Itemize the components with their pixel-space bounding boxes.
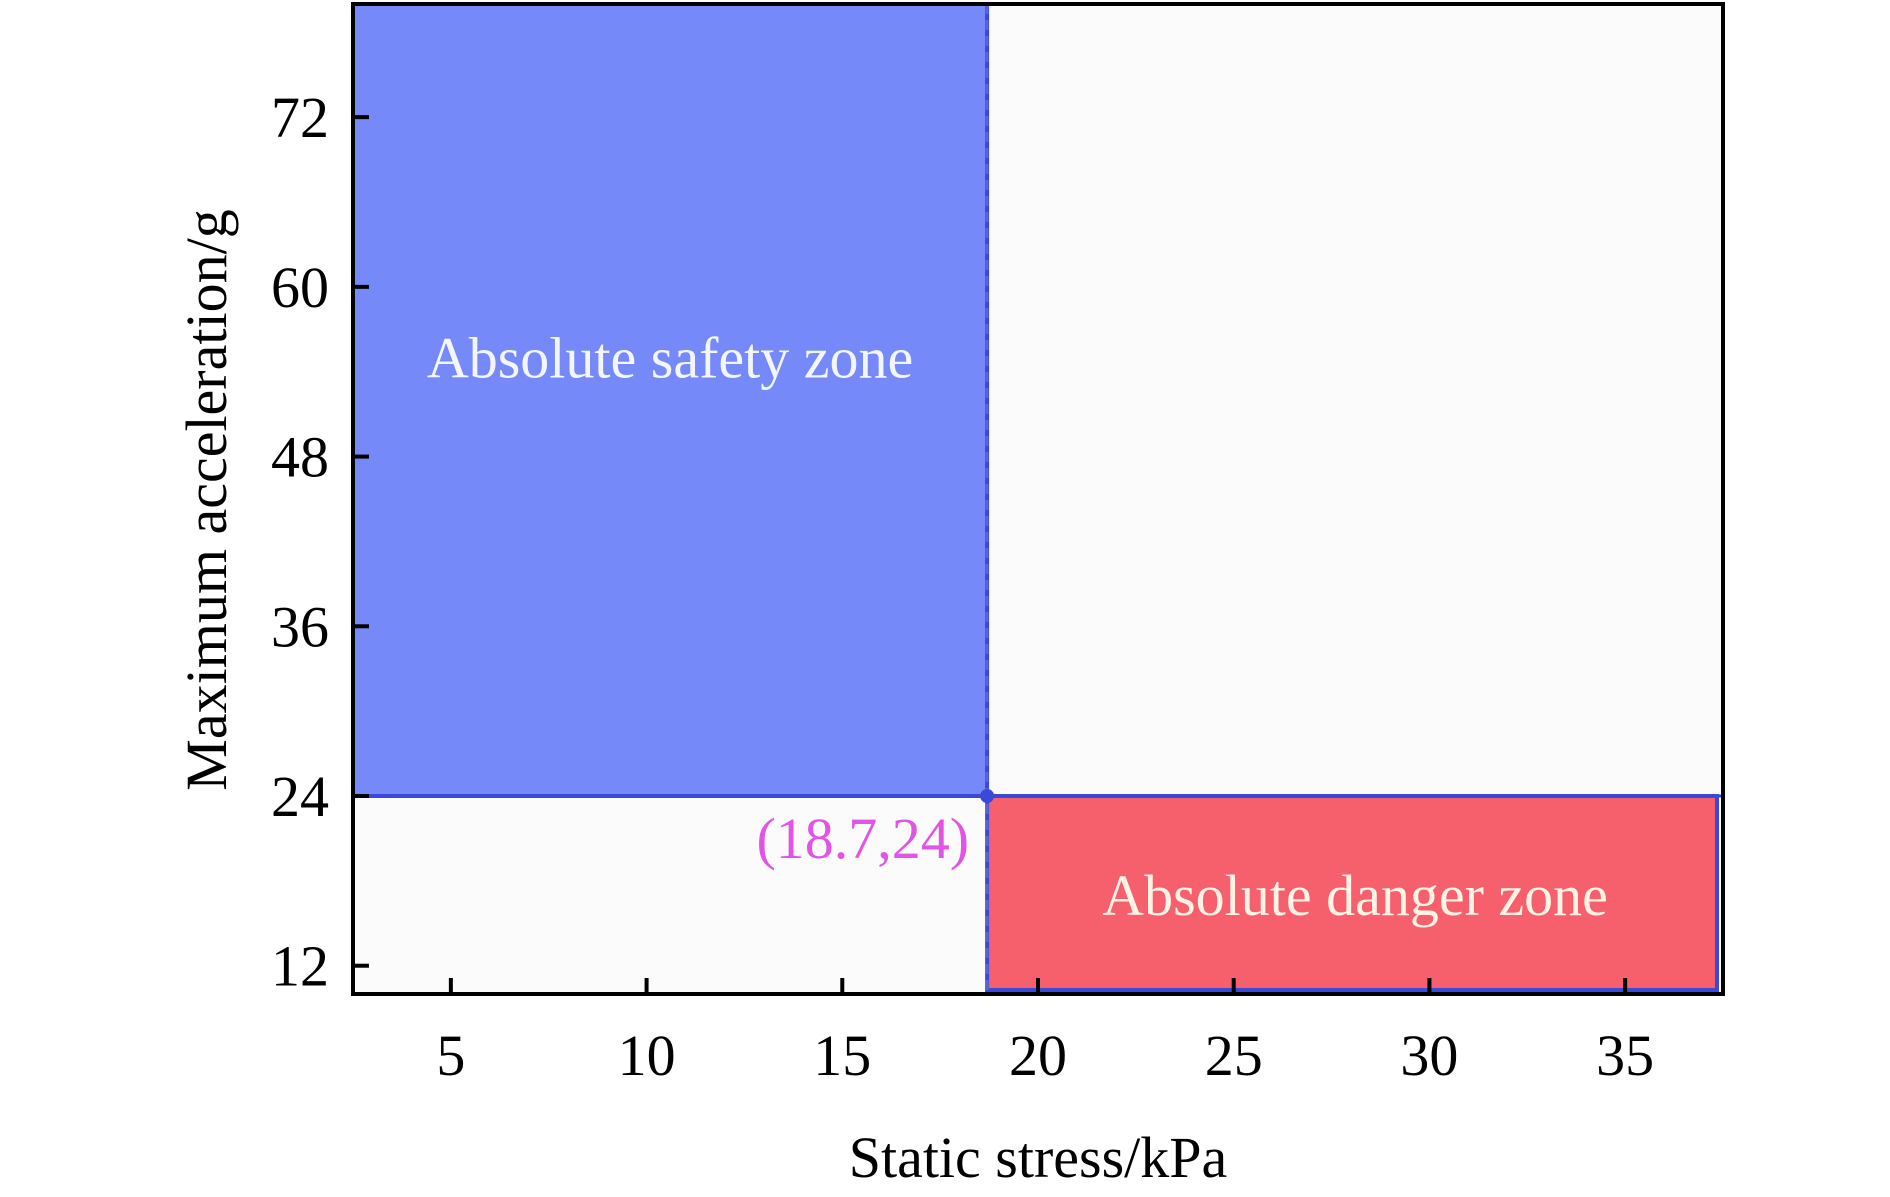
x-axis-label: Static stress/kPa (849, 1125, 1228, 1190)
y-tick-label: 24 (271, 764, 329, 829)
x-axis-ticks: 5 10 15 20 25 30 35 (436, 978, 1654, 1088)
absolute-safety-zone (351, 2, 990, 798)
x-tick-label: 15 (813, 1023, 871, 1088)
danger-zone-label: Absolute danger zone (1102, 863, 1608, 928)
y-axis-label: Maximum acceleration/g (174, 209, 239, 790)
y-tick-label: 60 (271, 255, 329, 320)
x-tick-label: 30 (1400, 1023, 1458, 1088)
y-tick-label: 72 (271, 85, 329, 150)
plot-frame (351, 2, 1725, 996)
x-tick-label: 10 (618, 1023, 676, 1088)
critical-point-marker (980, 789, 995, 803)
y-tick-label: 36 (271, 594, 329, 659)
y-tick-label: 12 (271, 934, 329, 999)
absolute-danger-zone (985, 794, 1719, 992)
y-axis-ticks: 12 24 36 48 60 72 (271, 85, 369, 999)
x-tick-label: 5 (436, 1023, 465, 1088)
y-tick-label: 48 (271, 425, 329, 490)
safety-zone-label: Absolute safety zone (427, 326, 913, 391)
x-tick-label: 35 (1596, 1023, 1654, 1088)
x-tick-label: 20 (1009, 1023, 1067, 1088)
critical-point-label: (18.7,24) (756, 806, 969, 871)
x-tick-label: 25 (1205, 1023, 1263, 1088)
